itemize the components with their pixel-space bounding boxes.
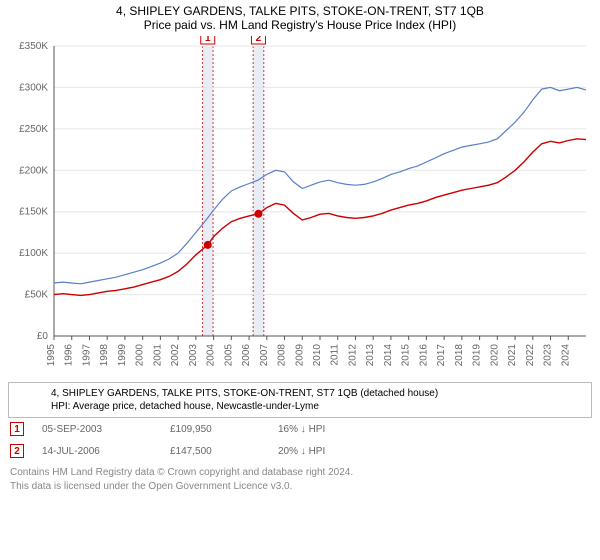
sale-price: £147,500: [170, 446, 260, 457]
x-tick-label: 2012: [347, 344, 358, 367]
x-tick-label: 2020: [489, 344, 500, 367]
title-block: 4, SHIPLEY GARDENS, TALKE PITS, STOKE-ON…: [8, 4, 592, 32]
y-tick-label: £300K: [19, 82, 48, 93]
legend-label-hpi: HPI: Average price, detached house, Newc…: [51, 401, 319, 412]
y-tick-label: £350K: [19, 41, 48, 52]
legend-box: 4, SHIPLEY GARDENS, TALKE PITS, STOKE-ON…: [8, 382, 592, 418]
x-tick-label: 2010: [312, 344, 323, 367]
x-tick-label: 2015: [401, 344, 412, 367]
sale-date: 14-JUL-2006: [42, 446, 152, 457]
x-tick-label: 2009: [294, 344, 305, 367]
x-tick-label: 2023: [543, 344, 554, 367]
x-tick-label: 1998: [99, 344, 110, 367]
legend-label-property: 4, SHIPLEY GARDENS, TALKE PITS, STOKE-ON…: [51, 388, 438, 399]
series-hpi: [54, 87, 586, 283]
footer-note: Contains HM Land Registry data © Crown c…: [8, 462, 592, 493]
sale-marker-dot: [204, 241, 212, 249]
x-tick-label: 2013: [365, 344, 376, 367]
y-tick-label: £250K: [19, 124, 48, 135]
y-tick-label: £100K: [19, 248, 48, 259]
sale-diff: 16% ↓ HPI: [278, 424, 378, 435]
sale-row: 2 14-JUL-2006 £147,500 20% ↓ HPI: [8, 440, 592, 462]
sale-date: 05-SEP-2003: [42, 424, 152, 435]
y-tick-label: £50K: [25, 290, 49, 301]
x-tick-label: 2018: [454, 344, 465, 367]
footer-line1: Contains HM Land Registry data © Crown c…: [10, 466, 590, 480]
x-tick-label: 2014: [383, 344, 394, 367]
x-tick-label: 1997: [81, 344, 92, 367]
x-tick-label: 2016: [418, 344, 429, 367]
x-tick-label: 2000: [135, 344, 146, 367]
sale-band: [253, 46, 264, 336]
price-chart-svg: £0 £50K £100K £150K £200K £250K £300K £350K 1995…: [8, 36, 592, 376]
x-tick-label: 1999: [117, 344, 128, 367]
y-tick-label: £150K: [19, 207, 48, 218]
x-tick-label: 2002: [170, 344, 181, 367]
x-tick-label: 1996: [64, 344, 75, 367]
chart-area: £0 £50K £100K £150K £200K £250K £300K £350K 1995…: [8, 36, 592, 376]
title-address: 4, SHIPLEY GARDENS, TALKE PITS, STOKE-ON…: [8, 4, 592, 18]
sale-diff: 20% ↓ HPI: [278, 446, 378, 457]
x-tick-label: 2021: [507, 344, 518, 367]
sale-row: 1 05-SEP-2003 £109,950 16% ↓ HPI: [8, 418, 592, 440]
x-tick-label: 2008: [277, 344, 288, 367]
x-tick-label: 1995: [46, 344, 57, 367]
x-tick-label: 2006: [241, 344, 252, 367]
sale-marker-badge: 2: [10, 444, 24, 458]
x-tick-label: 2001: [152, 344, 163, 367]
band-label-text: 1: [205, 36, 211, 44]
sales-block: 1 05-SEP-2003 £109,950 16% ↓ HPI 2 14-JUL-200…: [8, 418, 592, 462]
sale-marker-badge: 1: [10, 422, 24, 436]
legend-row-property: 4, SHIPLEY GARDENS, TALKE PITS, STOKE-ON…: [17, 387, 583, 400]
sale-marker-dot: [254, 210, 262, 218]
sale-band: [202, 46, 213, 336]
x-tick-label: 2003: [188, 344, 199, 367]
x-tick-label: 2022: [525, 344, 536, 367]
x-tick-label: 2005: [223, 344, 234, 367]
y-tick-label: £200K: [19, 165, 48, 176]
title-subtitle: Price paid vs. HM Land Registry's House …: [8, 18, 592, 32]
footer-line2: This data is licensed under the Open Gov…: [10, 480, 590, 494]
band-label-text: 2: [256, 36, 262, 44]
x-tick-label: 2017: [436, 344, 447, 367]
chart-container: 4, SHIPLEY GARDENS, TALKE PITS, STOKE-ON…: [0, 0, 600, 501]
x-tick-label: 2004: [206, 344, 217, 367]
sale-price: £109,950: [170, 424, 260, 435]
x-tick-label: 2007: [259, 344, 270, 367]
x-tick-label: 2024: [560, 344, 571, 367]
legend-row-hpi: HPI: Average price, detached house, Newc…: [17, 400, 583, 413]
x-tick-label: 2019: [472, 344, 483, 367]
x-tick-label: 2011: [330, 344, 341, 366]
y-tick-label: £0: [37, 331, 49, 342]
